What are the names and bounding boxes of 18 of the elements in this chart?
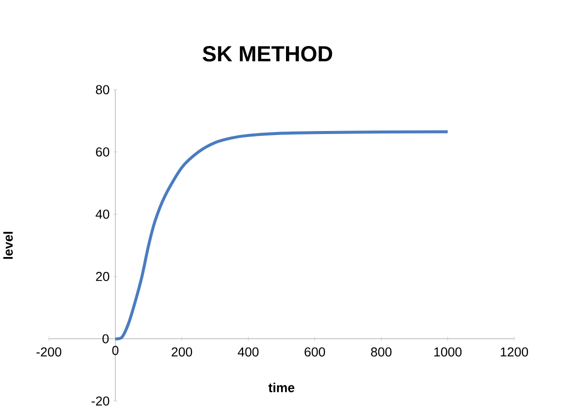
x-tick-label: 1000	[434, 347, 462, 356]
x-tick-label: 0	[112, 346, 118, 355]
y-tick-label: 40	[96, 209, 110, 219]
x-tick-label: -200	[36, 347, 62, 356]
line-series	[114, 130, 450, 340]
x-tick-label: 600	[304, 347, 326, 356]
chart-title: SK METHOD	[202, 46, 332, 62]
y-tick-label: 20	[96, 272, 110, 281]
x-tick-label: 200	[172, 347, 192, 356]
x-axis-title: time	[268, 382, 294, 392]
y-tick-label: 0	[102, 334, 109, 344]
y-tick-label: 60	[96, 147, 110, 156]
x-tick-label: 800	[371, 347, 392, 356]
y-tick-label: -20	[92, 396, 110, 406]
y-axis-title: level	[3, 232, 13, 259]
x-tick-label: 400	[238, 347, 259, 356]
x-tick-label: 1200	[500, 347, 528, 356]
y-tick-label: 80	[96, 84, 110, 94]
